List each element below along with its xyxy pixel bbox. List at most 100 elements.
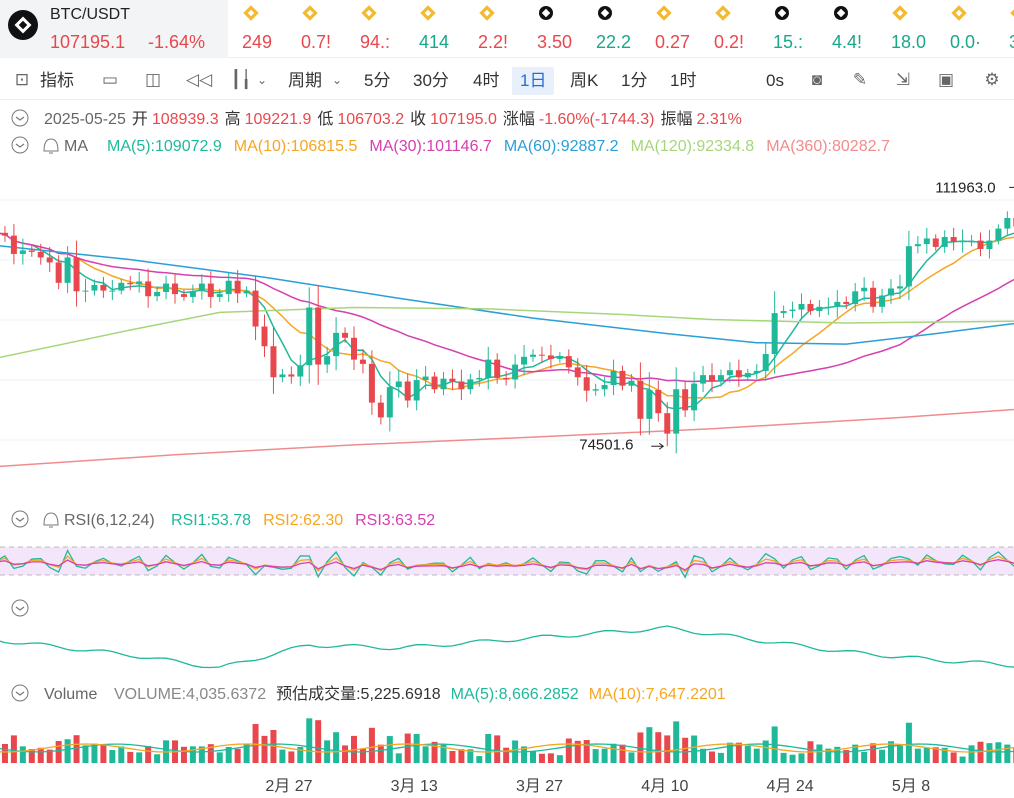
ticker-value: 18.0 [891,32,927,52]
volume-bar [118,746,125,763]
volume-bar [682,737,689,763]
candle-body [234,280,241,294]
ticker-item[interactable]: 2.2! [478,0,538,58]
kline-chart[interactable]: 111963.0 74501.6 2025-05-25 开 108939.3 高 10922… [0,100,1014,798]
calendar-icon[interactable]: ▭ [101,70,119,89]
interval-week[interactable]: 周K [570,71,599,90]
candle-type-icon[interactable]: ┃╽ [230,70,252,89]
candle-body [896,286,903,289]
candle-body [19,250,26,254]
ticker-item[interactable]: 22.2 [596,0,656,58]
candle-body [512,364,519,380]
ticker-item[interactable]: 3.50 [537,0,597,58]
candle-body [530,354,536,357]
volume-bar [709,751,715,763]
volume-bar [592,749,599,763]
candle-body [789,309,796,312]
bnb-icon [479,5,495,21]
screenshot-icon[interactable]: ▣ [937,70,955,89]
volume-bar [852,744,859,763]
candle-body [977,240,984,250]
draw-icon[interactable]: ✎ [852,70,868,89]
volume-bar [136,752,143,763]
rsi3-line [0,559,1014,571]
candle-body [521,356,528,365]
ma-collapse-icon [11,136,29,154]
volume-bar [717,752,724,763]
ticker-item[interactable]: 18.0 [891,0,951,58]
volume-bar [583,739,590,763]
ticker-item[interactable]: 0.27 [655,0,715,58]
settings-gear-icon[interactable]: ⚙ [984,70,1000,89]
volume-bar [843,750,850,763]
ticker-item[interactable]: 4.4! [832,0,892,58]
volume-bar [342,745,349,763]
price-change: -1.64% [148,32,206,52]
candle-body [333,332,340,357]
candle-body [574,367,581,378]
camera-icon[interactable]: ◙ [811,70,823,89]
period-chevron-icon[interactable]: ⌄ [331,73,343,87]
layout-icon[interactable]: ◫ [144,70,162,89]
candle-body [914,244,921,247]
indicator-icon[interactable]: ⊡ [14,70,30,89]
ticker-item[interactable]: 0.7! [301,0,361,58]
ticker-value: 249 [242,32,273,52]
x-axis-label: 5月 8 [892,778,930,795]
volume-bar [538,753,545,763]
interval-1d[interactable]: 1日 [512,67,555,95]
bnb-icon [715,5,731,21]
volume-bar [601,748,608,763]
fullscreen-icon[interactable]: ⇲ [895,70,911,89]
candle-body [780,311,787,314]
interval-1h[interactable]: 1时 [670,71,697,90]
volume-bar [1004,744,1011,763]
chevron-down-icon[interactable]: ⌄ [256,73,268,87]
candle-body [324,356,331,365]
candle-body [163,283,170,292]
replay-speed[interactable]: 0s [766,71,784,90]
period-dropdown[interactable]: 周期 [288,71,322,90]
ticker-item[interactable]: 0.0· [950,0,1010,58]
pair-symbol: BTC/USDT [50,6,130,23]
interval-30m[interactable]: 30分 [413,71,449,90]
ma10-line [0,232,1014,399]
ticker-item[interactable]: 249 [242,0,302,58]
rsi-legend-title: RSI(6,12,24) [64,512,155,529]
low-price-label: 74501.6 [579,436,633,453]
volume-bar [440,744,447,763]
ticker-item[interactable]: 414 [419,0,479,58]
candle-body [377,402,384,418]
candle-body [744,373,751,378]
candle-body [395,381,402,388]
candle-body [834,301,841,307]
volume-bar [109,750,116,763]
interval-1m[interactable]: 1分 [621,71,648,90]
ticker-value: 0.27 [655,32,691,52]
ticker-item[interactable]: 0.2! [714,0,774,58]
candle-body [825,306,832,308]
volume-bar [753,748,760,763]
volume-bar [700,748,707,763]
candle-body [207,283,214,297]
ticker-item[interactable]: 94.: [360,0,420,58]
volume-bar [154,754,161,763]
high-price-label: 111963.0 [935,179,995,196]
interval-4h[interactable]: 4时 [473,71,500,90]
interval-5m[interactable]: 5分 [364,71,391,90]
high-arrow [1009,186,1014,188]
ticker-item[interactable]: 3 [1009,0,1014,58]
volume-bar [458,749,465,763]
volume-bar [37,747,44,763]
okx-logo-icon [8,10,38,40]
volume-bar [64,739,71,763]
candle-body [538,354,545,356]
rewind-icon[interactable]: ◁◁ [186,70,213,89]
pair-selector[interactable]: BTC/USDT 107195.1 -1.64% [0,0,228,58]
candle-body [315,307,322,365]
candle-body [467,379,474,390]
ticker-item[interactable]: 15.: [773,0,833,58]
bnb-icon [361,5,377,21]
indicators-button[interactable]: 指标 [40,71,74,90]
candle-body [91,284,98,291]
